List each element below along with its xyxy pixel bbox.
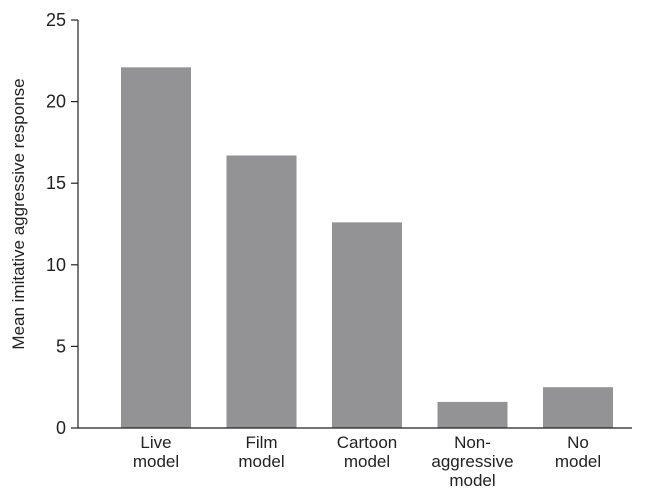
bar: [437, 401, 508, 428]
x-category-label: Live: [140, 433, 171, 452]
x-category-label: Film: [245, 433, 277, 452]
x-category-label: model: [238, 452, 284, 471]
x-category-label: Non-: [454, 433, 491, 452]
bar: [121, 67, 191, 428]
y-tick-label: 10: [46, 255, 66, 275]
x-category-label: model: [344, 452, 390, 471]
x-category-label: aggressive: [431, 452, 513, 471]
y-axis-label: Mean imitative aggressive response: [9, 78, 28, 349]
y-tick-label: 0: [56, 418, 66, 438]
y-ticks-group: 0 5 10 15 20 25: [46, 10, 78, 438]
x-category-label: No: [567, 433, 589, 452]
y-tick-label: 25: [46, 10, 66, 30]
y-tick-label: 15: [46, 173, 66, 193]
bar: [226, 155, 297, 428]
bars-group: [121, 67, 613, 428]
x-category-labels: LivemodelFilmmodelCartoonmodelNon-aggres…: [133, 433, 601, 490]
bar: [332, 222, 402, 428]
x-category-label: model: [133, 452, 179, 471]
bar: [543, 387, 613, 428]
y-tick-label: 20: [46, 92, 66, 112]
y-tick-label: 5: [56, 336, 66, 356]
x-category-label: model: [555, 452, 601, 471]
x-category-label: model: [449, 471, 495, 490]
x-category-label: Cartoon: [337, 433, 397, 452]
